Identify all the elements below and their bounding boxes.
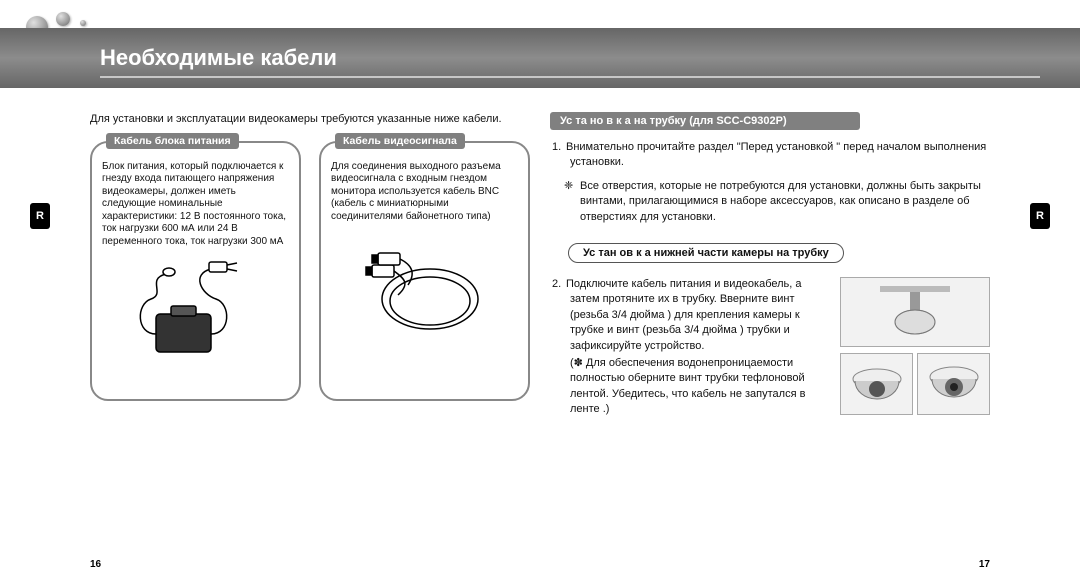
- step-2-wrap: 2.Подключите кабель питания и видеокабел…: [550, 277, 990, 418]
- cable-text-power: Блок питания, который подключается к гне…: [102, 161, 289, 249]
- right-tab: R: [1030, 203, 1050, 229]
- step-1: 1.Внимательно прочитайте раздел "Перед у…: [550, 140, 990, 171]
- sub-heading: Ус тан ов к а нижней части камеры на тру…: [568, 243, 844, 263]
- page-title: Необходимые кабели: [100, 45, 337, 71]
- header-rule: [100, 76, 1040, 78]
- bnc-cable-illustration: [331, 229, 518, 349]
- left-gutter: R: [0, 108, 80, 542]
- step-2-text: Подключите кабель питания и видеокабель,…: [566, 278, 802, 352]
- left-page: Для установки и эксплуатации видеокамеры…: [80, 108, 540, 542]
- photo-pipe-mount: [840, 277, 990, 347]
- step-1-note: Все отверстия, которые не потребуются дл…: [550, 179, 990, 225]
- page-number-left: 16: [90, 559, 101, 570]
- power-adapter-illustration: [102, 254, 289, 364]
- step-1-text: Внимательно прочитайте раздел "Перед уст…: [566, 141, 986, 168]
- cable-heading-power: Кабель блока питания: [106, 133, 239, 149]
- page-body: R Для установки и эксплуатации видеокаме…: [0, 108, 1080, 542]
- cable-row: Кабель блока питания Блок питания, котор…: [90, 141, 530, 401]
- right-gutter: R: [1000, 108, 1080, 542]
- step-2-num: 2.: [552, 277, 566, 292]
- page-number-right: 17: [979, 559, 990, 570]
- page-header: Необходимые кабели: [0, 28, 1080, 88]
- step-2: 2.Подключите кабель питания и видеокабел…: [550, 277, 832, 418]
- right-heading: Ус та но в к а на трубку (для SCC-C9302P…: [550, 112, 860, 130]
- right-page: Ус та но в к а на трубку (для SCC-C9302P…: [540, 108, 1000, 542]
- cable-box-video: Кабель видеосигнала Для соединения выход…: [319, 141, 530, 401]
- photo-row: [840, 353, 990, 415]
- left-tab: R: [30, 203, 50, 229]
- left-intro: Для установки и эксплуатации видеокамеры…: [90, 112, 530, 127]
- photo-dome-1: [840, 353, 913, 415]
- cable-box-power: Кабель блока питания Блок питания, котор…: [90, 141, 301, 401]
- photo-dome-2: [917, 353, 990, 415]
- cable-text-video: Для соединения выходного разъема видеоси…: [331, 161, 518, 224]
- step-2-note: (✽ Для обеспечения водонепроницаемости п…: [570, 356, 832, 418]
- photo-column: [840, 277, 990, 418]
- step-1-num: 1.: [552, 140, 566, 155]
- cable-heading-video: Кабель видеосигнала: [335, 133, 465, 149]
